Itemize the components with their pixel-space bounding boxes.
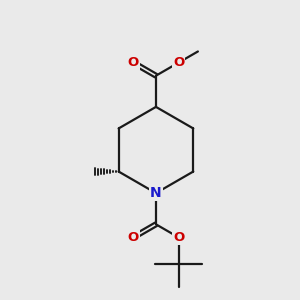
- Text: O: O: [128, 231, 139, 244]
- Text: O: O: [173, 56, 184, 69]
- Text: N: N: [150, 186, 162, 200]
- Text: O: O: [128, 56, 139, 69]
- Text: O: O: [173, 231, 184, 244]
